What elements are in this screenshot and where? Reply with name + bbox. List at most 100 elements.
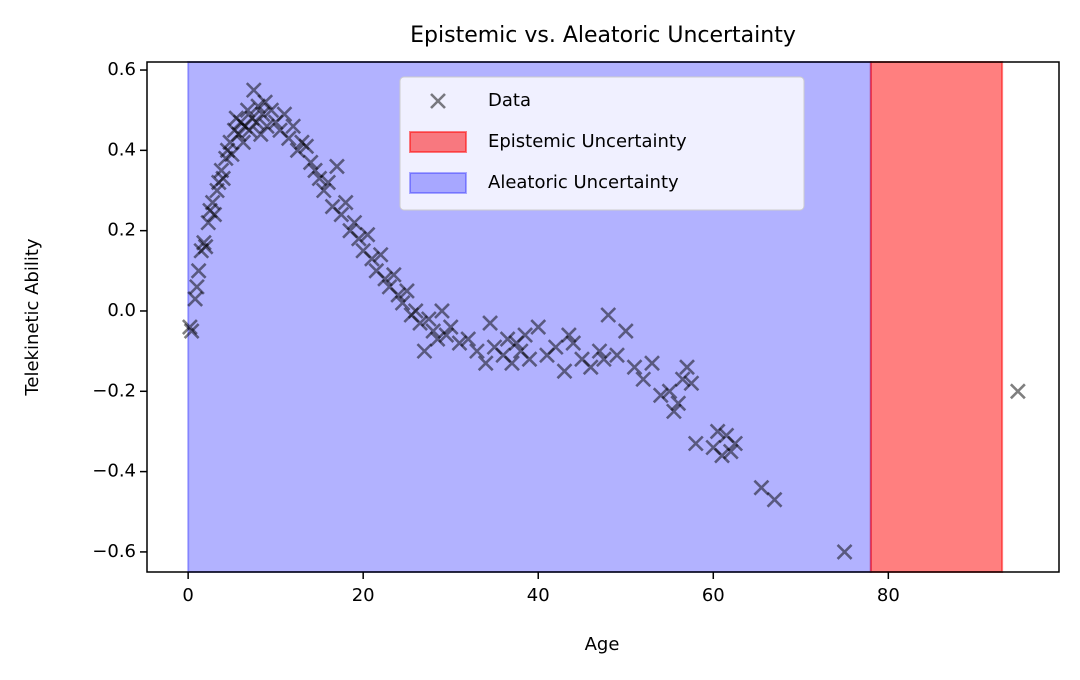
data-point xyxy=(687,435,704,452)
y-tick-label: −0.4 xyxy=(92,461,136,482)
data-point xyxy=(188,278,205,295)
data-point xyxy=(257,94,274,111)
data-point xyxy=(235,134,252,151)
data-point xyxy=(359,226,376,243)
data-point xyxy=(714,447,730,464)
data-point xyxy=(394,295,411,311)
y-tick-label: −0.6 xyxy=(92,541,136,562)
y-tick-label: 0.4 xyxy=(107,139,136,160)
data-point xyxy=(183,323,200,339)
data-point xyxy=(836,544,853,560)
data-point xyxy=(504,355,520,372)
data-point xyxy=(390,286,407,303)
data-point xyxy=(635,371,652,388)
x-tick-label: 80 xyxy=(877,585,900,606)
x-tick-label: 40 xyxy=(527,585,550,606)
data-point xyxy=(307,162,323,179)
legend-label: Data xyxy=(488,90,531,111)
data-point xyxy=(469,343,485,360)
data-point xyxy=(302,154,319,171)
data-point xyxy=(582,359,599,376)
data-point xyxy=(329,158,345,175)
data-point xyxy=(434,303,450,319)
data-point xyxy=(517,327,534,343)
x-tick-label: 60 xyxy=(702,585,725,606)
legend-swatch xyxy=(409,131,467,153)
data-point xyxy=(530,319,547,335)
uncertainty-span xyxy=(869,61,1004,573)
data-point xyxy=(766,491,783,508)
x-tick-label: 0 xyxy=(182,585,193,606)
legend-marker xyxy=(430,93,446,109)
data-point xyxy=(206,206,223,223)
data-point xyxy=(298,138,315,155)
data-point xyxy=(254,106,271,123)
data-point xyxy=(276,106,293,123)
data-point xyxy=(337,194,354,211)
data-point xyxy=(346,214,363,231)
data-point xyxy=(258,118,275,135)
data-point xyxy=(181,319,198,335)
data-point xyxy=(644,355,660,372)
data-point xyxy=(245,82,262,99)
data-point xyxy=(248,114,265,131)
data-point xyxy=(315,182,332,199)
data-point xyxy=(442,319,459,335)
data-point xyxy=(412,315,428,331)
data-point xyxy=(722,443,739,460)
data-point xyxy=(609,347,625,364)
data-point xyxy=(591,343,608,360)
data-point xyxy=(565,335,582,352)
data-point xyxy=(215,170,232,187)
data-point xyxy=(239,102,256,119)
data-point xyxy=(195,234,212,251)
data-point xyxy=(670,395,687,412)
data-point xyxy=(600,307,617,323)
legend-box xyxy=(399,76,805,211)
data-point xyxy=(252,126,269,143)
data-point xyxy=(652,387,669,404)
data-point xyxy=(499,331,516,348)
x-tick-label: 20 xyxy=(352,585,375,606)
y-tick-label: 0.2 xyxy=(107,220,136,241)
data-point xyxy=(626,359,643,376)
data-point xyxy=(280,130,297,147)
data-point xyxy=(674,371,691,388)
data-point xyxy=(595,351,612,368)
data-point xyxy=(451,335,468,352)
data-point xyxy=(197,238,214,255)
data-point xyxy=(665,403,682,420)
data-point xyxy=(372,246,389,263)
data-point xyxy=(399,282,415,299)
legend-swatch xyxy=(409,172,467,194)
x-axis-label: Age xyxy=(585,634,620,655)
data-point xyxy=(560,327,577,343)
data-point xyxy=(1009,383,1026,400)
data-point xyxy=(429,331,446,348)
legend-label: Epistemic Uncertainty xyxy=(488,131,687,152)
data-point xyxy=(753,479,770,496)
data-point xyxy=(425,323,442,339)
data-point xyxy=(709,423,726,440)
data-point xyxy=(683,375,700,392)
data-point xyxy=(679,359,695,376)
data-point xyxy=(285,118,302,135)
y-tick-label: 0.0 xyxy=(107,300,136,321)
data-point xyxy=(420,311,437,327)
data-point xyxy=(407,303,424,319)
data-point xyxy=(289,142,306,159)
data-point xyxy=(385,266,402,283)
data-point xyxy=(556,363,573,380)
data-point xyxy=(661,383,678,400)
y-tick-label: 0.6 xyxy=(107,59,136,80)
data-point xyxy=(477,355,494,372)
data-point xyxy=(547,339,564,356)
chart-title: Epistemic vs. Aleatoric Uncertainty xyxy=(410,23,796,48)
data-point xyxy=(460,331,477,348)
data-point xyxy=(320,174,337,191)
data-point xyxy=(727,435,744,452)
data-point xyxy=(350,230,367,247)
legend-label: Aleatoric Uncertainty xyxy=(488,172,679,193)
data-point xyxy=(521,351,538,368)
